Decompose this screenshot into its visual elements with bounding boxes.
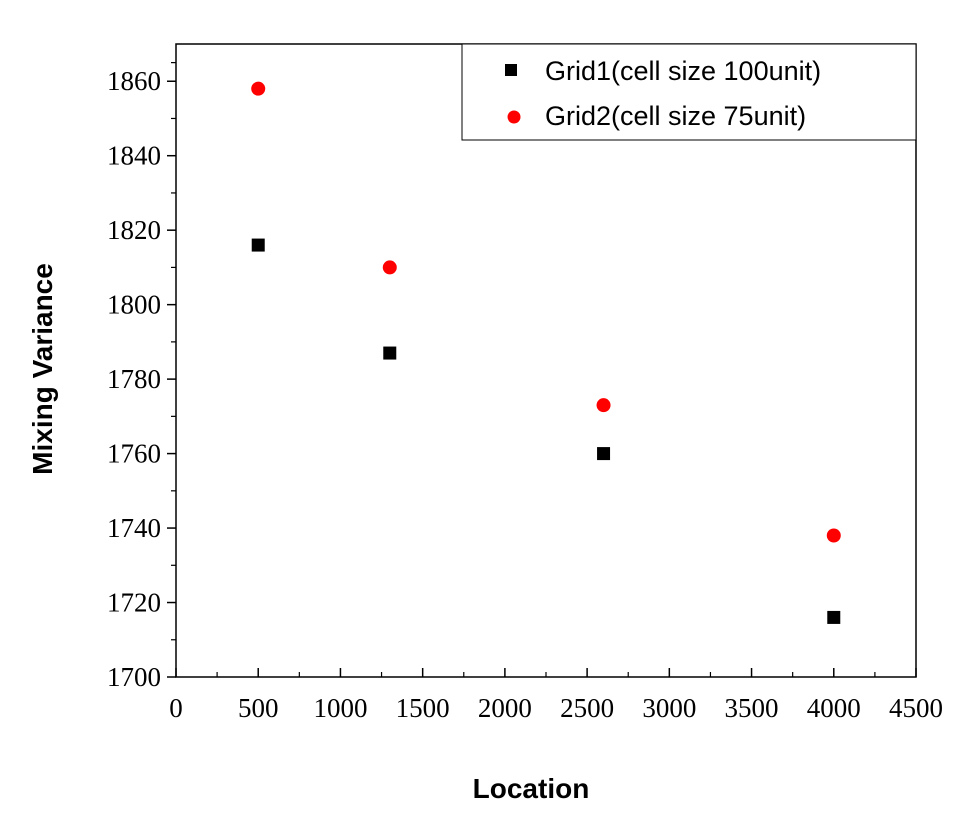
y-tick-label: 1860	[107, 66, 161, 96]
grid1-point	[251, 238, 265, 252]
y-tick-label: 1800	[107, 290, 161, 320]
grid1-point	[827, 610, 841, 624]
y-tick-label: 1720	[107, 588, 161, 618]
x-tick-label: 2500	[560, 693, 614, 723]
ticks-layer: 0 500 1000 1500 2000 2500 3000 3500 4000 4500 1700…	[107, 62, 943, 723]
y-tick-label: 1820	[107, 215, 161, 245]
legend: Grid1(cell size 100unit) Grid2(cell size…	[461, 43, 917, 141]
legend-marker-grid2	[507, 110, 521, 124]
x-tick-label: 1500	[396, 693, 450, 723]
legend-marker-grid1	[505, 64, 517, 76]
y-tick-label: 1700	[107, 662, 161, 692]
x-axis-title: Location	[473, 773, 590, 804]
legend-label-grid2: Grid2(cell size 75unit)	[545, 101, 806, 131]
grid1-point	[597, 447, 611, 461]
data-points	[251, 81, 841, 624]
grid2-point	[826, 528, 841, 543]
legend-label-grid1: Grid1(cell size 100unit)	[545, 56, 821, 86]
x-tick-label: 4500	[889, 693, 943, 723]
x-tick-label: 3000	[642, 693, 696, 723]
grid2-point	[251, 81, 266, 96]
x-tick-label: 500	[238, 693, 279, 723]
x-tick-label: 1000	[313, 693, 367, 723]
legend-box	[461, 43, 917, 141]
grid1-point	[383, 346, 397, 360]
y-axis-title: Mixing Variance	[27, 263, 58, 475]
x-tick-label: 0	[169, 693, 183, 723]
x-tick-label: 2000	[478, 693, 532, 723]
grid2-point	[596, 398, 611, 413]
grid2-point	[382, 260, 397, 275]
y-tick-label: 1760	[107, 439, 161, 469]
y-tick-label: 1780	[107, 364, 161, 394]
y-tick-label: 1840	[107, 141, 161, 171]
x-tick-label: 4000	[807, 693, 861, 723]
x-tick-label: 3500	[725, 693, 779, 723]
y-tick-label: 1740	[107, 513, 161, 543]
